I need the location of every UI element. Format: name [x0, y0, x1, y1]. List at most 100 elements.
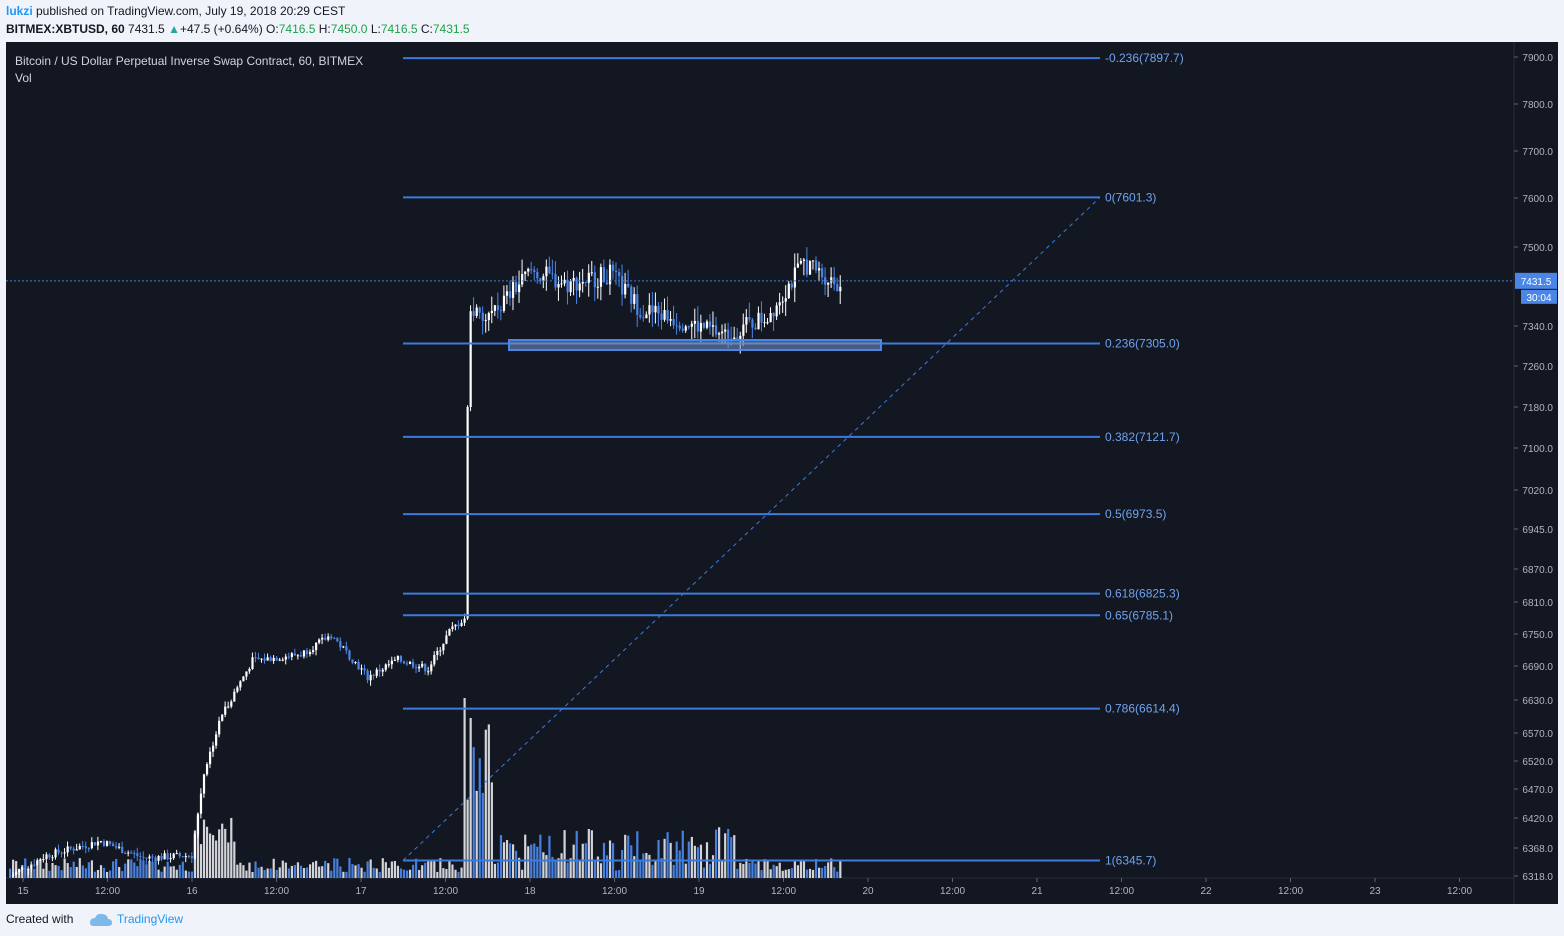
- volume-bar: [778, 862, 781, 878]
- volume-bar: [451, 864, 454, 878]
- volume-bar: [811, 869, 815, 878]
- candle-body: [754, 327, 757, 330]
- volume-bar: [39, 859, 42, 878]
- candle-body: [105, 841, 109, 846]
- candle-body: [805, 259, 809, 275]
- candle-body: [360, 668, 363, 670]
- candle-body: [530, 268, 533, 270]
- volume-bar: [33, 868, 36, 878]
- candle-body: [221, 714, 224, 721]
- volume-bar: [299, 865, 303, 878]
- volume-bar: [439, 858, 442, 878]
- volume-bar: [448, 860, 451, 878]
- volume-bar: [321, 866, 324, 878]
- candle-body: [584, 281, 587, 283]
- volume-bar: [96, 869, 100, 878]
- volume-bar: [563, 830, 566, 878]
- candle-body: [175, 853, 178, 855]
- price-chart[interactable]: -0.236(7897.7) 0(7601.3) 0.236(7305.0) 0.38…: [0, 42, 1564, 904]
- candle-body: [81, 845, 84, 847]
- candle-body: [166, 853, 169, 860]
- volume-bar: [566, 862, 569, 878]
- volume-bar: [490, 782, 493, 878]
- volume-bar: [721, 860, 724, 878]
- candle-body: [796, 263, 799, 268]
- candle-body: [505, 291, 509, 296]
- time-tick-label: 20: [862, 886, 874, 897]
- tradingview-link[interactable]: TradingView: [117, 912, 184, 926]
- volume-bar: [833, 867, 836, 878]
- volume-bar: [305, 867, 309, 878]
- candle-body: [78, 845, 81, 850]
- time-axis-ticks: 15 12:00 16 12:00 17 12:00 18 12:00 19 12:00 20 12:…: [17, 878, 1472, 897]
- volume-bar: [654, 861, 657, 878]
- volume-bar: [521, 869, 524, 878]
- candle-body: [402, 661, 406, 664]
- candle-body: [645, 314, 648, 319]
- volume-bar: [666, 832, 669, 878]
- candle-body: [590, 272, 593, 274]
- volume-bar: [187, 871, 190, 878]
- candle-body: [33, 864, 36, 866]
- volume-bar: [215, 840, 218, 878]
- volume-bar: [266, 868, 269, 878]
- candle-body: [393, 659, 397, 661]
- candle-body: [693, 320, 696, 324]
- volume-bar: [769, 869, 772, 878]
- candle-body: [793, 267, 796, 288]
- volume-bar: [790, 868, 793, 878]
- candle-body: [87, 848, 90, 850]
- volume-bar: [560, 853, 563, 878]
- candle-body: [669, 319, 672, 321]
- price-tick-label: 6520.0: [1522, 757, 1553, 768]
- author-link[interactable]: lukzi: [6, 4, 33, 18]
- candle-body: [351, 659, 354, 663]
- candle-body: [499, 310, 503, 312]
- volume-bar: [363, 871, 366, 878]
- close-value: 7431.5: [432, 22, 470, 36]
- price-tick-label: 7700.0: [1522, 147, 1553, 158]
- candle-body: [163, 853, 166, 860]
- candle-body: [257, 657, 260, 660]
- candle-body: [502, 295, 506, 311]
- candle-body: [272, 657, 275, 662]
- candle-body: [487, 313, 490, 321]
- candle-body: [172, 853, 175, 859]
- candle-body: [421, 663, 424, 667]
- volume-bar: [418, 869, 421, 878]
- time-tick-label: 18: [524, 886, 536, 897]
- candle-body: [287, 656, 290, 658]
- candle-body: [721, 331, 724, 334]
- volume-bar: [408, 869, 412, 878]
- volume-bar: [745, 858, 748, 878]
- price-tick-label: 7340.0: [1522, 322, 1553, 333]
- volume-bar: [663, 838, 666, 878]
- volume-bar: [290, 865, 293, 878]
- price-tick-label: 7180.0: [1522, 403, 1553, 414]
- candle-body: [481, 312, 484, 321]
- volume-bar: [466, 799, 469, 878]
- time-tick-label: 12:00: [940, 886, 965, 897]
- volume-bar: [218, 829, 221, 878]
- candle-body: [611, 264, 615, 271]
- candle-body: [181, 856, 184, 858]
- volume-bar: [427, 859, 430, 878]
- candle-body: [251, 657, 254, 669]
- candle-body: [315, 642, 318, 651]
- candle-body: [727, 329, 730, 339]
- low-value: 7416.5: [380, 22, 418, 36]
- volume-bar: [30, 868, 33, 878]
- volume-bar: [624, 834, 627, 878]
- volume-bar: [421, 865, 424, 878]
- price-tick-label: 6690.0: [1522, 662, 1553, 673]
- fib-level-label: 0.618(6825.3): [1105, 587, 1180, 601]
- candle-body: [42, 859, 45, 861]
- price-tick-label: 7500.0: [1522, 243, 1553, 254]
- fib-retracement[interactable]: -0.236(7897.7) 0(7601.3) 0.236(7305.0) 0.38…: [6, 51, 1557, 867]
- candle-body: [790, 283, 793, 288]
- volume-bar: [657, 839, 660, 878]
- volume-bar: [415, 858, 418, 878]
- symbol-label: BITMEX:XBTUSD, 60: [6, 22, 125, 36]
- volume-bar: [245, 870, 248, 878]
- volume-bar: [760, 870, 763, 878]
